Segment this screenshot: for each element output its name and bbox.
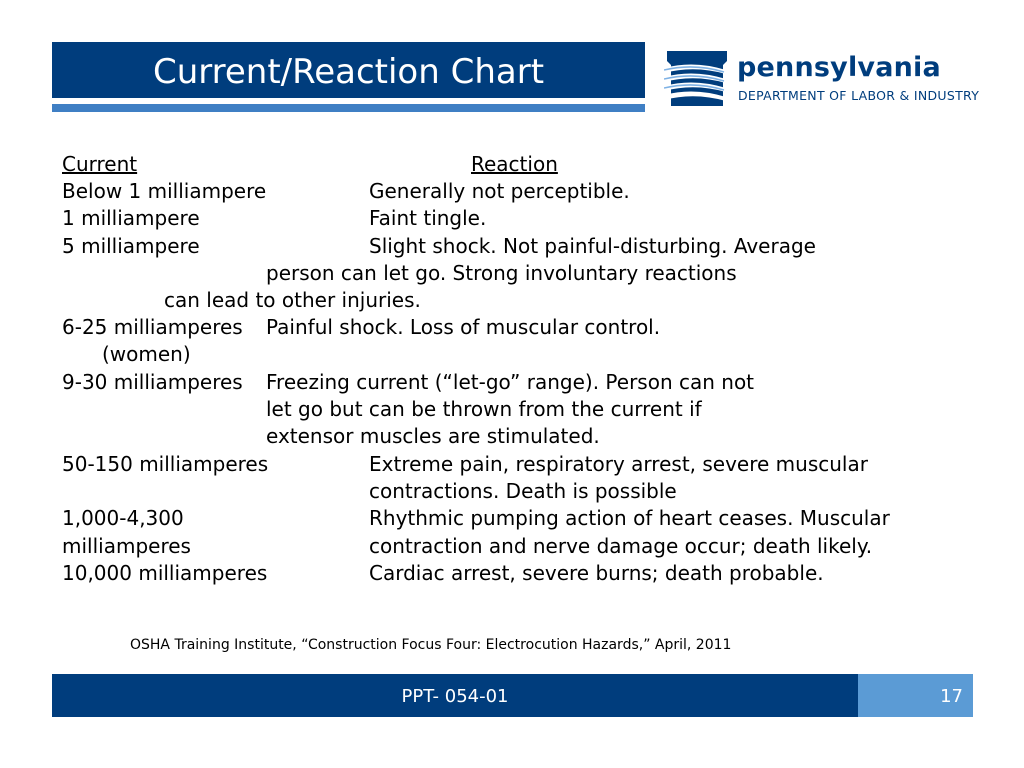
row-reaction: Cardiac arrest, severe burns; death prob… bbox=[369, 561, 824, 585]
logo-subtitle: DEPARTMENT OF LABOR & INDUSTRY bbox=[738, 88, 980, 103]
row-current: 6-25 milliamperes bbox=[62, 315, 243, 339]
slide-title: Current/Reaction Chart bbox=[152, 52, 545, 92]
footer-bar: PPT- 054-01 bbox=[52, 674, 858, 717]
row-current: Below 1 milliampere bbox=[62, 179, 267, 203]
keystone-icon bbox=[664, 51, 727, 106]
row-reaction: Extreme pain, respiratory arrest, severe… bbox=[369, 452, 868, 476]
logo-wordmark: pennsylvania bbox=[737, 52, 941, 83]
pa-labor-logo: pennsylvania DEPARTMENT OF LABOR & INDUS… bbox=[664, 48, 984, 110]
row-current: 10,000 milliamperes bbox=[62, 561, 268, 585]
row-reaction: Painful shock. Loss of muscular control. bbox=[266, 315, 661, 339]
row-current: (women) bbox=[102, 342, 191, 366]
row-reaction: person can let go. Strong involuntary re… bbox=[266, 261, 737, 285]
row-current: milliamperes bbox=[62, 534, 191, 558]
row-reaction: Freezing current (“let-go” range). Perso… bbox=[266, 370, 755, 394]
row-reaction: let go but can be thrown from the curren… bbox=[266, 397, 702, 421]
row-current: 9-30 milliamperes bbox=[62, 370, 243, 394]
current-reaction-table: Current Reaction Below 1 milliampere Gen… bbox=[62, 152, 890, 585]
row-reaction: Generally not perceptible. bbox=[369, 179, 630, 203]
row-reaction: Slight shock. Not painful-disturbing. Av… bbox=[369, 234, 816, 258]
row-current: 50-150 milliamperes bbox=[62, 452, 269, 476]
title-bar: Current/Reaction Chart bbox=[52, 42, 645, 98]
page-number-box: 17 bbox=[858, 674, 973, 717]
row-reaction: contraction and nerve damage occur; deat… bbox=[369, 534, 873, 558]
row-reaction: Faint tingle. bbox=[369, 206, 487, 230]
row-reaction: contractions. Death is possible bbox=[369, 479, 677, 503]
row-current: 1,000-4,300 bbox=[62, 506, 184, 530]
row-current: 1 milliampere bbox=[62, 206, 200, 230]
row-current: 5 milliampere bbox=[62, 234, 200, 258]
row-reaction: extensor muscles are stimulated. bbox=[266, 424, 600, 448]
footer-code: PPT- 054-01 bbox=[401, 686, 509, 707]
citation: OSHA Training Institute, “Construction F… bbox=[130, 637, 732, 653]
row-reaction: Rhythmic pumping action of heart ceases.… bbox=[369, 506, 890, 530]
header-current: Current bbox=[62, 152, 138, 176]
row-reaction: can lead to other injuries. bbox=[164, 288, 421, 312]
header-reaction: Reaction bbox=[471, 152, 558, 176]
title-underline bbox=[52, 104, 645, 112]
page-number: 17 bbox=[940, 686, 963, 707]
